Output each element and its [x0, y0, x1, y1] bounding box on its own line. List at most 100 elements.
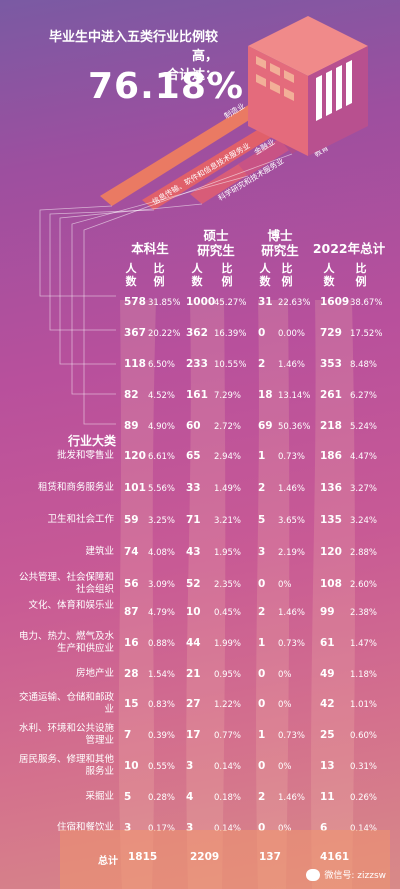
headline-value: 76.18% — [88, 66, 244, 107]
industry-label: 水利、环境和公共设施管理业 — [18, 723, 114, 746]
rows-cell-tp: 0.60% — [350, 731, 378, 741]
rows-cell-t: 42 — [320, 698, 335, 710]
subheader-line2: 数 — [259, 275, 271, 288]
rows-cell-bp: 4.79% — [148, 608, 176, 618]
rows-cell-tp: 2.88% — [350, 548, 378, 558]
top_rows-cell-bp: 4.90% — [148, 422, 176, 432]
top_rows-cell-b: 89 — [124, 420, 139, 432]
industry-label: 文化、体育和娱乐业 — [28, 600, 114, 611]
rows-cell-d: 2 — [258, 482, 266, 494]
subheader-ratio: 比例 — [148, 262, 170, 288]
industry-label: 批发和零售业 — [56, 450, 114, 461]
top_rows-cell-b: 82 — [124, 389, 139, 401]
top_rows-cell-d: 0 — [258, 327, 266, 339]
rows-cell-t: 61 — [320, 637, 335, 649]
rows-cell-bp: 0.39% — [148, 731, 176, 741]
subheader-line2: 例 — [281, 275, 293, 288]
rows-cell-bp: 6.61% — [148, 452, 176, 462]
header-total: 2022年总计 — [312, 241, 386, 256]
industry-label: 住宿和餐饮业 — [56, 822, 114, 833]
subheader-ratio: 比例 — [216, 262, 238, 288]
totals-band — [60, 830, 390, 889]
industry-label: 公共管理、社会保障和社会组织 — [18, 572, 114, 595]
top_rows-cell-bp: 6.50% — [148, 360, 176, 370]
top_rows-cell-t: 729 — [320, 327, 342, 339]
rows-cell-dp: 0% — [278, 824, 292, 834]
top_rows-cell-dp: 1.46% — [278, 360, 306, 370]
rows-cell-m: 44 — [186, 637, 201, 649]
top_rows-cell-tp: 17.52% — [350, 329, 383, 339]
rows-cell-m: 17 — [186, 729, 201, 741]
subheader-count: 人数 — [318, 262, 340, 288]
top_rows-cell-tp: 8.48% — [350, 360, 378, 370]
rows-cell-dp: 2.19% — [278, 548, 306, 558]
rows-cell-m: 52 — [186, 578, 201, 590]
rows-cell-dp: 0% — [278, 700, 292, 710]
rows-cell-t: 108 — [320, 578, 342, 590]
rows-cell-mp: 2.94% — [214, 452, 242, 462]
top_rows-cell-d: 69 — [258, 420, 273, 432]
rows-cell-tp: 1.01% — [350, 700, 378, 710]
subheader-line1: 人 — [323, 262, 335, 275]
rows-cell-d: 0 — [258, 760, 266, 772]
rows-cell-bp: 5.56% — [148, 484, 176, 494]
rows-cell-m: 3 — [186, 822, 194, 834]
rows-cell-m: 10 — [186, 606, 201, 618]
rows-cell-dp: 0.73% — [278, 731, 306, 741]
rows-cell-d: 0 — [258, 578, 266, 590]
subheader-line2: 例 — [355, 275, 367, 288]
watermark: 微信号: zizzsw — [306, 868, 386, 881]
rows-cell-tp: 3.27% — [350, 484, 378, 494]
totals-master: 2209 — [190, 851, 220, 863]
top_rows-cell-dp: 22.63% — [278, 298, 311, 308]
header-master: 硕士 研究生 — [186, 228, 246, 258]
header-bachelor: 本科生 — [131, 241, 169, 256]
rows-cell-mp: 0.18% — [214, 793, 242, 803]
rows-cell-bp: 3.25% — [148, 516, 176, 526]
rows-cell-dp: 0.73% — [278, 639, 306, 649]
rows-cell-bp: 0.83% — [148, 700, 176, 710]
rows-cell-d: 1 — [258, 729, 266, 741]
rows-cell-b: 56 — [124, 578, 139, 590]
header-phd: 博士 研究生 — [250, 228, 310, 258]
rows-cell-b: 74 — [124, 546, 139, 558]
top_rows-cell-m: 1000 — [186, 296, 216, 308]
rows-cell-t: 49 — [320, 668, 335, 680]
rows-cell-mp: 1.99% — [214, 639, 242, 649]
rows-cell-tp: 1.18% — [350, 670, 378, 680]
totals-label: 总计 — [98, 856, 118, 867]
subheader-line2: 数 — [323, 275, 335, 288]
rows-cell-m: 21 — [186, 668, 201, 680]
industry-label: 房地产业 — [75, 668, 114, 679]
totals-bachelor: 1815 — [128, 851, 158, 863]
industry-label: 采掘业 — [85, 791, 114, 802]
rows-cell-dp: 0.73% — [278, 452, 306, 462]
rows-cell-d: 0 — [258, 698, 266, 710]
rows-cell-t: 6 — [320, 822, 328, 834]
rows-cell-mp: 0.45% — [214, 608, 242, 618]
top_rows-cell-d: 2 — [258, 358, 266, 370]
rows-cell-tp: 0.31% — [350, 762, 378, 772]
rows-cell-t: 13 — [320, 760, 335, 772]
top_rows-cell-b: 578 — [124, 296, 146, 308]
subheader-ratio: 比例 — [276, 262, 298, 288]
top_rows-cell-m: 161 — [186, 389, 208, 401]
top_rows-cell-m: 60 — [186, 420, 201, 432]
top_rows-cell-dp: 13.14% — [278, 391, 311, 401]
rows-cell-d: 0 — [258, 822, 266, 834]
section-title: 行业大类 — [68, 434, 117, 448]
rows-cell-b: 120 — [124, 450, 146, 462]
top_rows-cell-mp: 16.39% — [214, 329, 247, 339]
rows-cell-dp: 0% — [278, 580, 292, 590]
building-illustration — [248, 16, 368, 156]
top_rows-cell-bp: 31.85% — [148, 298, 181, 308]
rows-cell-mp: 1.49% — [214, 484, 242, 494]
subheader-line1: 比 — [221, 262, 233, 275]
rows-cell-t: 135 — [320, 514, 342, 526]
rows-cell-dp: 1.46% — [278, 484, 306, 494]
subheader-count: 人数 — [254, 262, 276, 288]
industry-label: 居民服务、修理和其他服务业 — [18, 754, 114, 777]
industry-label: 租赁和商务服务业 — [37, 482, 114, 493]
rows-cell-b: 87 — [124, 606, 139, 618]
top_rows-cell-bp: 4.52% — [148, 391, 176, 401]
